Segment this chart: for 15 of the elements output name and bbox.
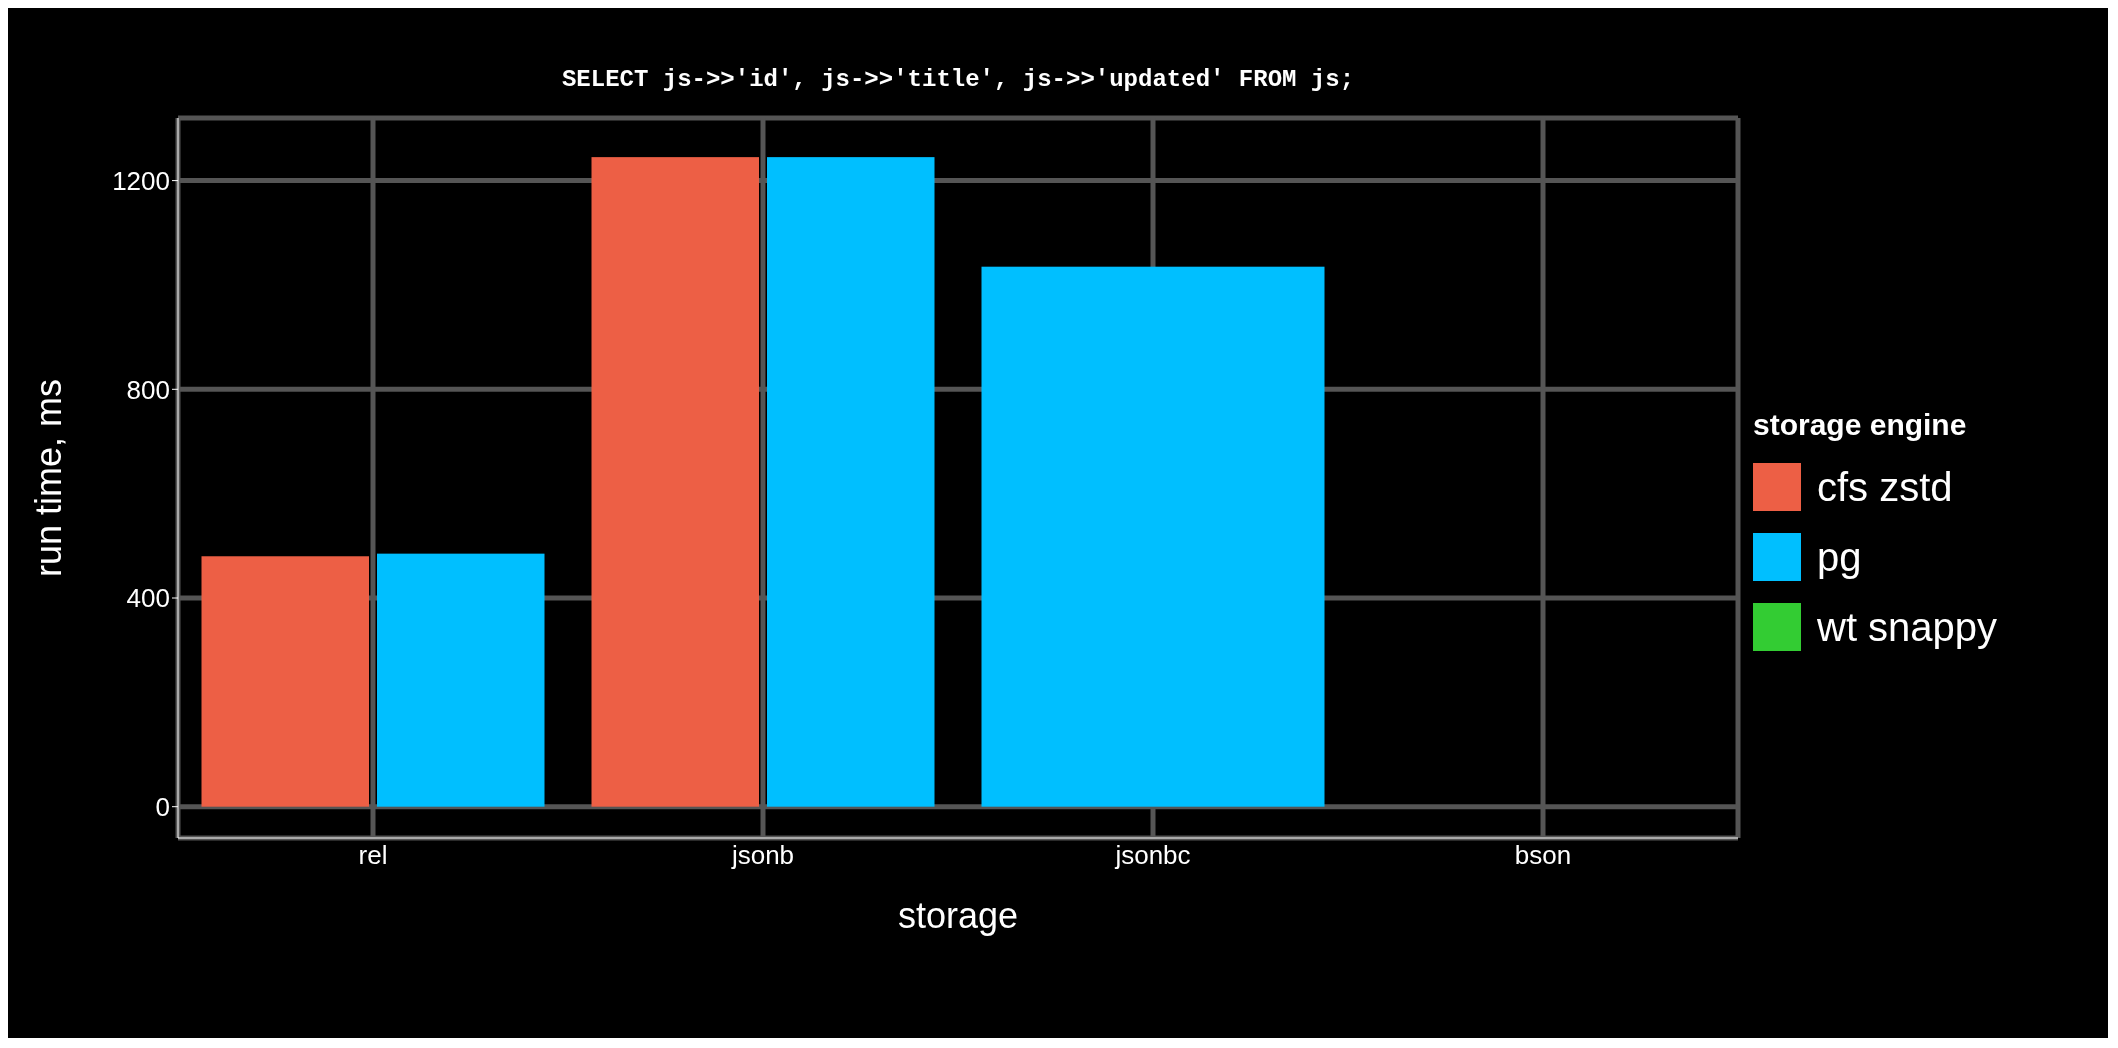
y-tick-label: 800	[126, 374, 170, 405]
y-tick-label: 0	[155, 791, 170, 822]
x-tick-label: jsonbc	[1114, 840, 1191, 871]
x-axis-title: storage	[897, 895, 1019, 936]
legend-label: wt snappy	[1817, 604, 1998, 650]
legend-title: storage engine	[1753, 408, 1968, 442]
legend-label: cfs zstd	[1817, 464, 1953, 510]
x-tick-label: rel	[358, 840, 388, 871]
y-axis-title: run time, ms	[27, 378, 69, 578]
x-tick-label: jsonb	[730, 840, 795, 871]
y-tick-label: 400	[126, 583, 170, 614]
legend-label: pg	[1817, 534, 1862, 580]
x-tick-label: bson	[1514, 840, 1572, 871]
chart-title: SELECT js->>'id', js->>'title', js->>'updated' FROM js;	[560, 66, 1356, 93]
y-tick-label: 1200	[112, 165, 170, 196]
